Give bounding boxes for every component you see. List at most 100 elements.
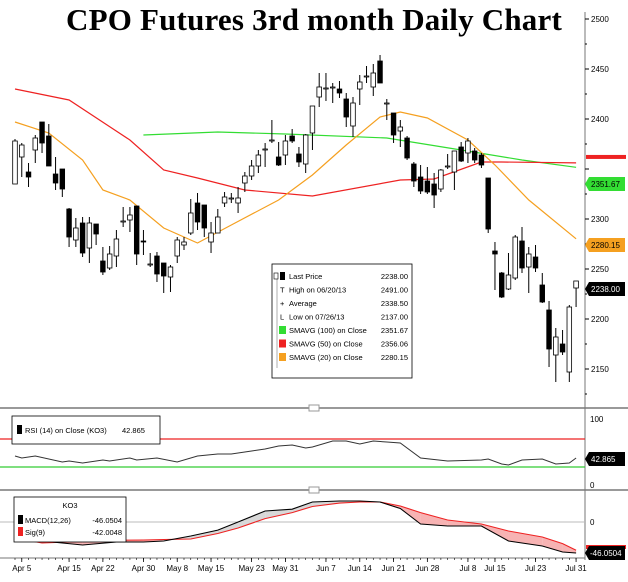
candle-body [113, 238, 120, 257]
candle-body [66, 208, 72, 238]
candle [32, 135, 38, 163]
legend-box [271, 263, 413, 379]
candle-body [573, 280, 579, 289]
candle [275, 142, 282, 166]
candle-body [167, 266, 174, 278]
candle [289, 129, 295, 143]
candle-body [12, 140, 18, 185]
x-tick-label: Jul 15 [484, 564, 506, 573]
candle [93, 223, 99, 245]
low-marker-icon: L [280, 313, 284, 322]
legend-value: 2356.06 [381, 340, 408, 349]
y-tick-label: 2450 [591, 65, 609, 74]
candle [330, 83, 336, 103]
y-tick-label: 2200 [591, 315, 609, 324]
candle-body [133, 205, 140, 255]
candle [492, 242, 498, 290]
candle-body [73, 227, 79, 241]
candle [282, 135, 289, 165]
candle [46, 124, 52, 167]
legend-value: 2137.00 [381, 313, 408, 322]
candle-body [147, 263, 153, 266]
y-tick-label: 2300 [591, 215, 609, 224]
legend-label: MACD(12,26) [25, 516, 71, 525]
candle-body [357, 81, 363, 90]
macd-fill-segment [420, 512, 448, 526]
x-tick-label: Jun 14 [348, 564, 373, 573]
candle [79, 217, 86, 257]
candle-body [438, 169, 444, 190]
signal-line [14, 501, 577, 551]
candle [39, 121, 45, 153]
candle [444, 154, 451, 169]
legend-swatch-macd [18, 515, 23, 524]
candle [147, 253, 153, 267]
candle [363, 66, 370, 83]
candle [161, 262, 167, 293]
candle [397, 120, 404, 147]
axis-flag-sma50 [586, 154, 626, 159]
candle [465, 138, 471, 163]
macd-fill-segment [190, 530, 218, 539]
legend-swatch-rsi [17, 425, 22, 434]
candle [377, 55, 383, 84]
candle-body [120, 220, 126, 223]
x-tick-label: Apr 22 [91, 564, 115, 573]
candle [546, 301, 552, 367]
candle-body [404, 137, 410, 159]
candle [194, 193, 201, 230]
candle [221, 192, 228, 207]
legend-box [13, 496, 127, 543]
candle [519, 227, 525, 273]
legend-label: SMAVG (20) on Close [289, 353, 363, 362]
legend-label: RSI (14) on Close (KO3) [25, 426, 107, 435]
legend-item: T High on 06/20/13 2491.00 [280, 286, 408, 295]
rsi-axis-flag: 42.865 [585, 452, 625, 466]
y-tick-label: 2400 [591, 115, 609, 124]
candle-body [458, 146, 464, 162]
candle-body [100, 260, 106, 273]
series-line-sma20 [14, 111, 577, 244]
candle [73, 218, 79, 247]
legend-item: Last Price 2238.00 [273, 272, 408, 281]
legend-item: SMAVG (20) on Close 2280.15 [279, 353, 408, 362]
candle [357, 75, 363, 105]
macd-y-tick-label: 0 [590, 518, 595, 527]
candle-body [161, 262, 167, 277]
candle-body [140, 240, 147, 243]
candle-body [248, 165, 255, 177]
panel-resize-handle [308, 404, 320, 412]
axis-flag-label: 2280.15 [591, 241, 620, 250]
candle-body [377, 60, 383, 84]
legend-label: SMAVG (100) on Close [289, 326, 367, 335]
candles [12, 55, 579, 382]
axis-flag-label: 2351.67 [591, 180, 620, 189]
candle-body [255, 154, 262, 167]
candle-body [559, 343, 566, 353]
candle-body [330, 86, 336, 89]
candle-body [492, 250, 498, 255]
candle-body [363, 75, 370, 78]
series-line-sma100 [143, 131, 577, 168]
candle [113, 230, 120, 267]
candle-body [181, 241, 187, 246]
candle-body [25, 171, 32, 178]
candle [133, 205, 140, 265]
candle [25, 163, 32, 187]
macd-line [14, 500, 577, 554]
macd-fill-segment [265, 509, 293, 519]
candle [390, 112, 397, 143]
candle [384, 99, 390, 120]
axis-flag-shape [585, 177, 625, 191]
candle [309, 105, 316, 150]
candle-body [526, 253, 532, 268]
legend-title: KO3 [62, 501, 77, 510]
x-tick-label: Jun 21 [382, 564, 407, 573]
candle-body [451, 150, 458, 173]
axis-flag-shape [585, 282, 625, 296]
candle [417, 165, 424, 194]
candle-body [46, 135, 52, 167]
rsi-y-tick-label: 100 [590, 415, 604, 424]
candle-body [194, 202, 201, 223]
candle-body [499, 272, 505, 298]
